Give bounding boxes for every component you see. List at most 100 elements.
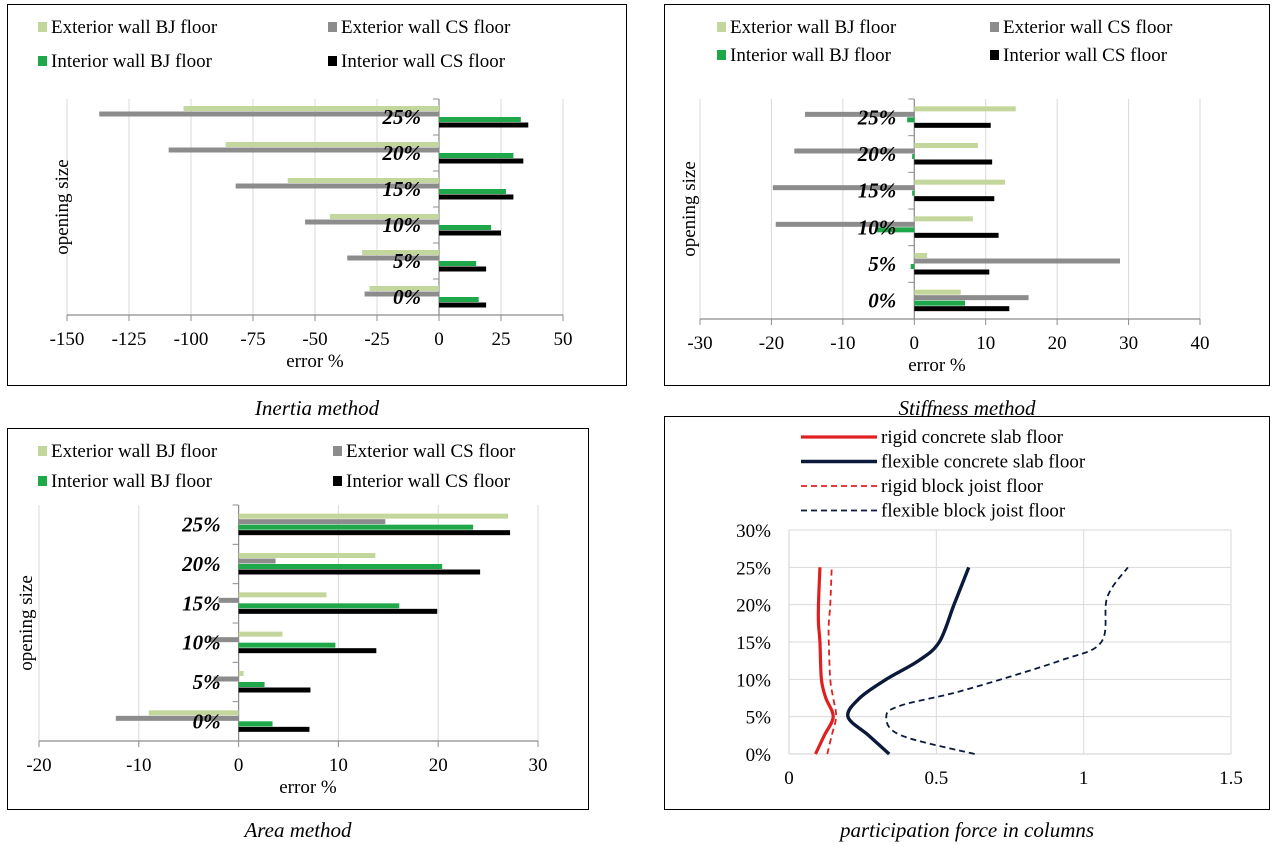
area-chart-panel: Exterior wall BJ floor Exterior wall CS f… — [7, 428, 589, 810]
series-line — [885, 566, 1129, 755]
x-tick-label: -100 — [174, 329, 209, 350]
series-line — [814, 567, 835, 755]
bar — [218, 597, 239, 603]
category-label: 0% — [868, 289, 896, 313]
category-label: 20% — [181, 552, 221, 576]
legend-label: flexible concrete slab floor — [881, 452, 1086, 473]
category-label: 20% — [857, 142, 897, 166]
x-tick-label: -50 — [302, 329, 327, 350]
stiffness-chart: Exterior wall BJ floor Exterior wall CS f… — [679, 17, 1210, 376]
legend-swatch — [328, 56, 337, 66]
legend-label: Interior wall BJ floor — [51, 51, 213, 72]
legend-label: Interior wall BJ floor — [51, 471, 213, 492]
bar — [794, 148, 915, 154]
bar — [914, 300, 965, 306]
bar — [238, 592, 327, 598]
x-tick-label: -20 — [759, 333, 784, 354]
y-tick-label: 20% — [736, 596, 771, 617]
x-tick-label: -30 — [687, 333, 712, 354]
x-tick-label: 25 — [492, 329, 511, 350]
bar — [439, 302, 487, 308]
category-label: 5% — [393, 249, 421, 273]
bar — [914, 216, 973, 222]
bar — [907, 117, 915, 123]
bar — [238, 553, 376, 558]
bar — [439, 189, 506, 194]
bar — [238, 513, 509, 519]
inertia-chart-panel: Exterior wall BJ floor Exterior wall CS f… — [7, 4, 627, 386]
inertia-caption: Inertia method — [254, 396, 380, 420]
legend-label: Exterior wall CS floor — [346, 441, 516, 462]
bar — [439, 158, 524, 164]
bar — [287, 178, 439, 183]
category-label: 10% — [383, 213, 422, 237]
y-tick-label: 15% — [736, 633, 771, 654]
bar — [439, 225, 492, 230]
legend-swatch — [38, 56, 47, 66]
x-tick-label: 0 — [910, 333, 920, 354]
legend-label: Exterior wall CS floor — [341, 17, 511, 38]
legend-label: Exterior wall BJ floor — [51, 441, 218, 462]
category-label: 10% — [858, 215, 897, 239]
bar — [914, 122, 991, 128]
bar — [914, 306, 1010, 312]
y-tick-label: 10% — [736, 670, 771, 691]
legend-swatch — [38, 22, 47, 32]
bar — [439, 261, 477, 266]
x-tick-label: 30 — [1119, 333, 1138, 354]
bar — [115, 715, 239, 721]
category-label: 25% — [181, 513, 221, 537]
bar — [914, 106, 1016, 112]
bar — [238, 564, 443, 569]
bar — [235, 183, 439, 189]
legend-label: Interior wall CS floor — [346, 471, 511, 492]
bar — [362, 250, 439, 255]
y-tick-label: 25% — [736, 558, 771, 579]
x-tick-label: -125 — [112, 329, 147, 350]
legend-swatch — [990, 50, 999, 60]
legend-swatch — [717, 50, 726, 60]
x-tick-label: -20 — [26, 755, 51, 776]
bar — [910, 264, 915, 269]
x-tick-label: -75 — [240, 329, 265, 350]
legend-swatch — [38, 476, 47, 486]
x-axis-title: error % — [908, 355, 966, 376]
legend-label: flexible block joist floor — [881, 501, 1066, 522]
category-label: 0% — [393, 285, 421, 309]
bar — [439, 122, 529, 128]
legend-label: rigid block joist floor — [881, 476, 1044, 497]
bar — [238, 726, 310, 732]
x-tick-label: 30 — [529, 755, 548, 776]
legend-label: Interior wall CS floor — [1003, 45, 1168, 66]
x-tick-label: -25 — [364, 329, 389, 350]
bar — [305, 219, 439, 225]
bar — [775, 221, 915, 227]
bar — [364, 291, 439, 297]
x-tick-label: 20 — [429, 755, 448, 776]
bar — [238, 682, 265, 687]
bar — [914, 253, 928, 258]
x-tick-label: -10 — [126, 755, 151, 776]
bar — [439, 117, 521, 122]
bar — [238, 603, 400, 609]
category-label: 10% — [182, 631, 221, 655]
bar — [238, 631, 283, 637]
bar — [238, 642, 336, 648]
y-axis-title: opening size — [16, 575, 37, 671]
bar — [238, 721, 273, 727]
x-tick-label: 10 — [329, 755, 348, 776]
bar — [439, 266, 487, 272]
category-label: 15% — [383, 177, 422, 201]
x-tick-label: 40 — [1191, 333, 1210, 354]
bar — [914, 295, 1029, 301]
bar — [238, 687, 311, 693]
category-label: 15% — [858, 179, 897, 203]
participation-caption: participation force in columns — [839, 818, 1095, 842]
y-axis-title: opening size — [679, 161, 700, 257]
category-label: 15% — [182, 591, 221, 615]
legend-swatch — [328, 22, 337, 32]
bar — [914, 232, 999, 238]
bar — [183, 106, 439, 111]
bar — [238, 524, 474, 530]
bar — [912, 190, 915, 196]
